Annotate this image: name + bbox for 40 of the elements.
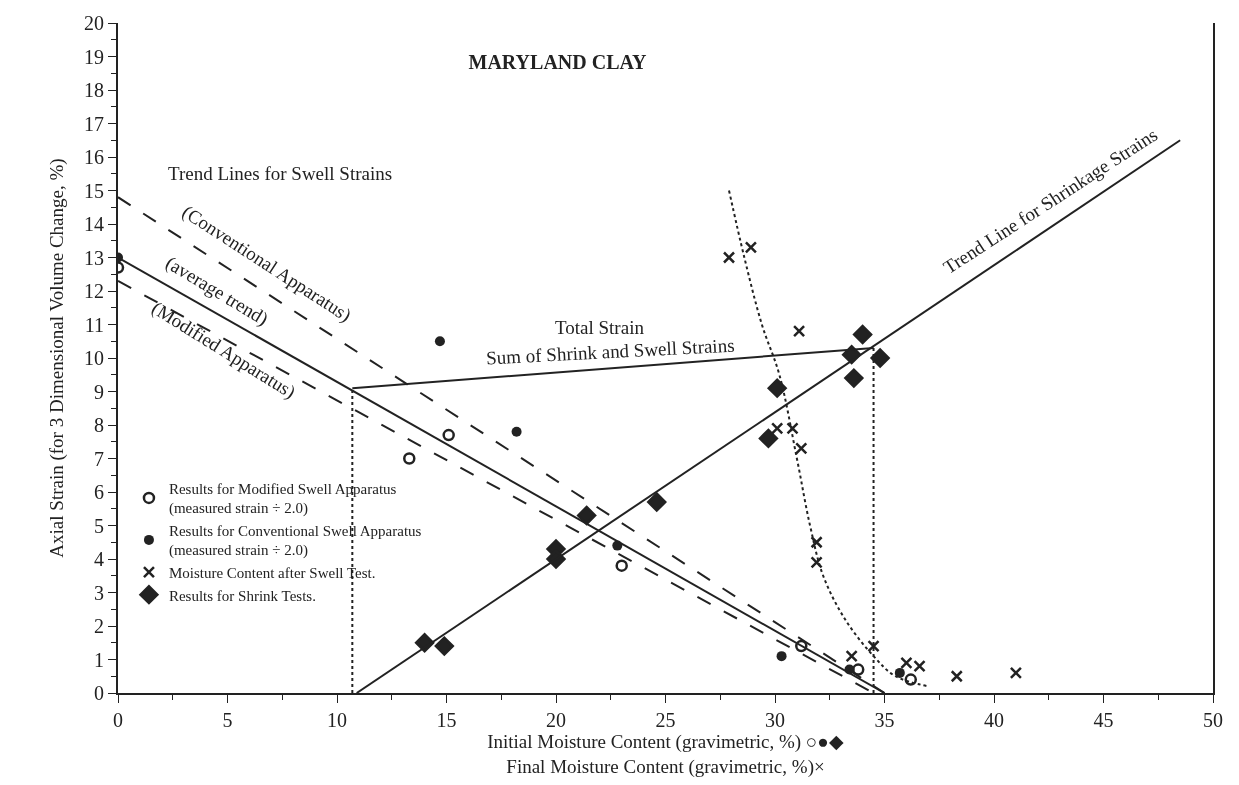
x-tick-label: 25	[655, 709, 676, 731]
legend-label: Results for Modified Swell Apparatus (measured strain ÷ 2.0)	[168, 481, 397, 518]
y-tick-label: 0	[94, 682, 104, 704]
y-tick-label: 20	[84, 12, 104, 34]
y-tick-label: 19	[84, 45, 104, 68]
y-tick-label: 9	[94, 380, 104, 403]
x-tick-label: 10	[327, 709, 347, 731]
y-tick-label: 18	[84, 79, 104, 101]
y-tick-label: 12	[84, 280, 104, 302]
y-tick-label: 13	[84, 246, 104, 269]
legend-label: Moisture Content after Swell Test.	[168, 565, 376, 581]
y-tick-label: 14	[84, 213, 104, 235]
annotation: Trend Lines for Swell Strains	[168, 163, 393, 184]
y-tick-label: 2	[94, 615, 104, 637]
y-tick-label: 5	[94, 514, 104, 537]
y-tick-label: 7	[94, 447, 104, 470]
x-tick-label: 15	[436, 709, 457, 731]
legend-label: Results for Conventional Swell Apparatus (measured strain ÷ 2.0)	[168, 523, 422, 560]
y-tick-label: 10	[84, 347, 104, 369]
y-tick-label: 1	[94, 648, 104, 671]
x-tick-label: 20	[546, 709, 566, 731]
y-tick-label: 8	[94, 414, 104, 436]
x-axis-title: Initial Moisture Content (gravimetric, %) ○●◆ Final Moisture Content (gravimetric, %)×	[487, 731, 844, 778]
x-tick-label: 45	[1093, 709, 1114, 731]
y-tick-label: 15	[84, 179, 104, 202]
y-tick-label: 3	[94, 581, 104, 604]
x-tick-label: 40	[984, 709, 1004, 731]
y-tick-label: 4	[94, 548, 104, 570]
text: MARYLAND CLAY	[468, 50, 648, 73]
x-tick-label: 0	[113, 709, 123, 731]
y-axis-title: Axial Strain (for 3 Dimensional Volume Change, %)	[46, 158, 69, 558]
y-tick-label: 6	[94, 481, 104, 503]
x-tick-label: 35	[874, 709, 895, 731]
x-tick-label: 5	[222, 709, 233, 731]
x-tick-label: 50	[1203, 709, 1223, 731]
legend-label: Results for Shrink Tests.	[168, 587, 316, 604]
y-tick-label: 17	[84, 112, 104, 135]
y-tick-label: 11	[84, 313, 104, 336]
y-tick-label: 16	[84, 146, 104, 168]
x-tick-label: 30	[765, 709, 785, 731]
